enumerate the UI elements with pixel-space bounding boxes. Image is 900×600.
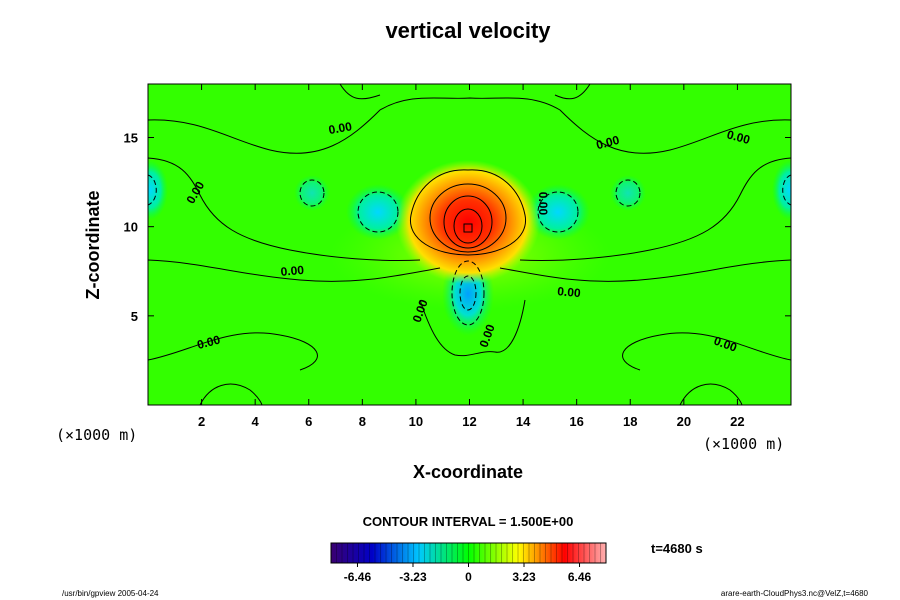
- x-tick-label: 6: [305, 414, 312, 429]
- chart-title: vertical velocity: [385, 18, 551, 43]
- contour-interval: CONTOUR INTERVAL = 1.500E+00: [363, 514, 574, 529]
- x-unit-right: (×1000 m): [703, 435, 784, 453]
- x-axis-title: X-coordinate: [413, 462, 523, 482]
- y-tick-label: 15: [124, 131, 138, 146]
- x-axis: 2 4 6 8 10 12 14 16 18 20 22: [198, 84, 745, 429]
- contour-line: [443, 195, 493, 249]
- contour-line: [554, 84, 591, 100]
- contour-line: [499, 259, 791, 282]
- time-label: t=4680 s: [651, 541, 703, 556]
- x-tick-label: 16: [569, 414, 583, 429]
- contour-line: [429, 183, 507, 253]
- contour-label: 0.00: [557, 284, 582, 300]
- contour-line: [519, 157, 791, 262]
- contour-label: 0.00: [725, 127, 751, 147]
- x-tick-label: 12: [462, 414, 476, 429]
- colorbar-tick-label: 0: [465, 570, 472, 584]
- y-axis-title: Z-coordinate: [83, 190, 103, 299]
- plot-area: 0.000.00 0.000.00 0.000.000.000.000.000.00…: [148, 84, 791, 405]
- updraft-core: [396, 160, 540, 284]
- contour-labels: 0.000.00 0.000.00 0.000.000.000.000.000.00…: [184, 119, 752, 355]
- x-tick-label: 4: [252, 414, 260, 429]
- x-tick-label: 10: [409, 414, 423, 429]
- contour-line: [419, 299, 526, 357]
- footer-left: /usr/bin/gpview 2005-04-24: [62, 589, 159, 598]
- colorbar-tick-label: -3.23: [399, 570, 427, 584]
- colorbar-tick-label: 6.46: [568, 570, 592, 584]
- left-edge-feature: [148, 160, 168, 220]
- footer-right: arare-earth-CloudPhys3.nc@VelZ,t=4680: [721, 589, 869, 598]
- right-edge-feature: [772, 160, 791, 220]
- contour-line: [782, 174, 791, 206]
- contour-line: [199, 383, 263, 405]
- contour-line: [299, 179, 325, 207]
- core-contours: [410, 169, 526, 256]
- right-downdraft-feature: [526, 184, 590, 240]
- x-tick-label: 22: [730, 414, 744, 429]
- colorbar-stripes: [336, 543, 601, 563]
- y-axis: 5 10 15: [124, 131, 791, 324]
- x-tick-label: 2: [198, 414, 205, 429]
- contour-label: 0.00: [536, 192, 550, 216]
- y-tick-label: 10: [124, 220, 138, 235]
- contour-label: 0.00: [280, 263, 305, 279]
- contour-line: [410, 169, 526, 256]
- core-max-marker: [463, 223, 473, 233]
- contour-line: [451, 260, 485, 326]
- contour-line: [148, 259, 441, 282]
- colorbar-tick-label: -6.46: [344, 570, 372, 584]
- contour-label: 0.00: [195, 332, 221, 352]
- contour-line: [453, 208, 483, 244]
- contour-line: [357, 191, 399, 233]
- contour-line: [339, 84, 381, 100]
- x-unit-left: (×1000 m): [56, 426, 137, 444]
- colorbar-ticks: -6.46 -3.23 0 3.23 6.46: [344, 563, 592, 584]
- contour-line: [537, 191, 579, 233]
- contour-line: [148, 332, 318, 371]
- contour-label: 0.00: [595, 133, 621, 153]
- contour-line: [622, 332, 791, 371]
- x-tick-label: 18: [623, 414, 637, 429]
- contour-line: [148, 97, 791, 154]
- contour-line: [148, 157, 421, 262]
- y-tick-label: 5: [131, 309, 138, 324]
- contour-line: [459, 275, 477, 311]
- x-tick-label: 14: [516, 414, 531, 429]
- x-tick-label: 8: [359, 414, 366, 429]
- x-tick-label: 20: [677, 414, 691, 429]
- contour-label: 0.00: [327, 119, 353, 137]
- colorbar: -6.46 -3.23 0 3.23 6.46: [330, 542, 607, 584]
- colorbar-tick-label: 3.23: [512, 570, 536, 584]
- contour-line: [679, 383, 743, 405]
- contour-line: [615, 179, 641, 207]
- contour-line: [148, 174, 157, 206]
- negative-contours: [148, 174, 791, 326]
- left-downdraft-feature: [346, 184, 410, 240]
- zero-contours: [148, 84, 791, 405]
